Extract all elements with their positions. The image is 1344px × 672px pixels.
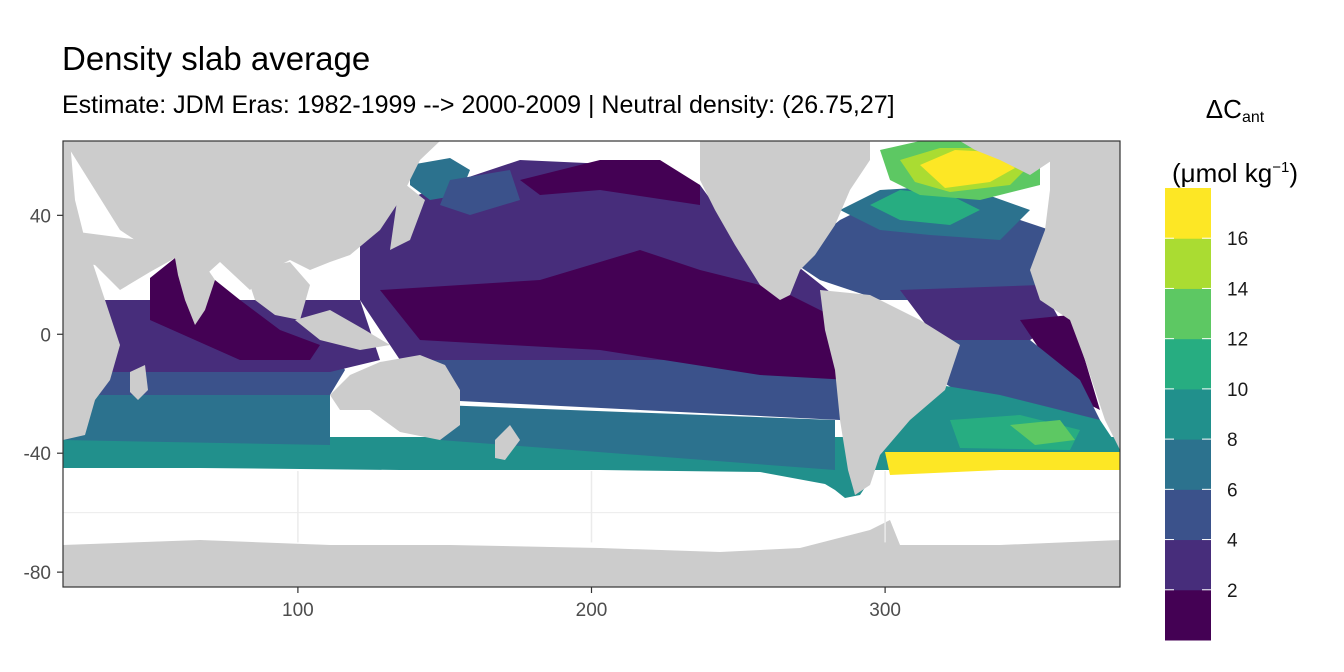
legend-tick-label: 16 <box>1227 229 1248 250</box>
legend-tick-label: 12 <box>1227 330 1248 351</box>
australia <box>330 355 460 440</box>
legend-swatch <box>1165 589 1211 641</box>
south-pacific-band <box>440 405 835 470</box>
africa-east <box>63 141 120 440</box>
x-tick-label: 100 <box>282 600 314 621</box>
north-atlantic-green-band <box>870 190 980 225</box>
chart-subtitle: Estimate: JDM Eras: 1982-1999 --> 2000-2… <box>62 91 895 119</box>
legend-tick-label: 10 <box>1227 380 1248 401</box>
map-layer <box>63 141 1120 587</box>
legend-title-subscript: ant <box>1241 109 1265 126</box>
indochina <box>245 262 310 320</box>
south-pacific-subtropical <box>400 360 840 420</box>
legend-title-unit: (μmol kg−1) <box>1150 143 1320 198</box>
legend-tick-label: 2 <box>1227 581 1238 602</box>
y-tick-label: 40 <box>30 206 51 227</box>
legend-swatch <box>1165 188 1211 239</box>
legend-colorbar: 2 4 6 8 10 12 14 16 <box>1165 188 1249 641</box>
legend-tick-label: 4 <box>1227 531 1238 552</box>
antarctica <box>63 520 1120 587</box>
new-zealand <box>495 425 520 460</box>
atlantic-yellow-band <box>885 452 1120 475</box>
legend-tick-label: 8 <box>1227 430 1238 451</box>
x-tick-label: 300 <box>869 600 901 621</box>
legend-tick-label: 6 <box>1227 480 1238 501</box>
equatorial-pacific <box>380 250 850 380</box>
japan <box>390 180 425 250</box>
legend-unit-open: (μmol kg <box>1172 158 1273 188</box>
legend-swatch <box>1165 489 1211 541</box>
legend-tick-label: 14 <box>1227 279 1249 300</box>
europe-africa-west <box>1030 141 1120 450</box>
arabia <box>63 230 150 290</box>
y-tick-label: -80 <box>24 563 51 584</box>
north-america <box>700 141 870 300</box>
south-atlantic-light-green <box>1010 420 1075 445</box>
eurasia <box>63 141 440 290</box>
legend-title-main: ΔC <box>1205 94 1242 124</box>
x-tick-label: 200 <box>576 600 608 621</box>
legend-swatch <box>1165 238 1211 289</box>
arabian-bay-of-bengal <box>150 258 320 360</box>
legend-title: ΔCant (μmol kg−1) <box>1150 84 1320 198</box>
madagascar <box>130 365 148 400</box>
legend-swatch <box>1165 539 1211 591</box>
legend-title-quantity: ΔCant <box>1150 84 1320 143</box>
legend-unit-close: ) <box>1289 158 1298 188</box>
land-group <box>63 141 1120 587</box>
legend-swatch <box>1165 288 1211 340</box>
indonesia <box>295 310 390 350</box>
kuroshio-region <box>440 170 520 215</box>
y-tick-label: 0 <box>40 325 51 346</box>
grid-lines <box>63 471 1120 543</box>
legend-swatch <box>1165 388 1211 440</box>
subpolar-gyre-core <box>920 150 1015 188</box>
legend-unit-superscript: −1 <box>1272 159 1290 176</box>
legend-swatch <box>1165 439 1211 490</box>
chart-title: Density slab average <box>62 40 371 77</box>
south-indian-ocean-band <box>63 395 330 445</box>
india <box>175 258 215 325</box>
north-pacific-subpolar <box>520 160 700 205</box>
south-america <box>820 290 960 495</box>
y-tick-label: -40 <box>24 444 51 465</box>
greenland <box>960 141 1060 175</box>
legend-swatch <box>1165 338 1211 390</box>
